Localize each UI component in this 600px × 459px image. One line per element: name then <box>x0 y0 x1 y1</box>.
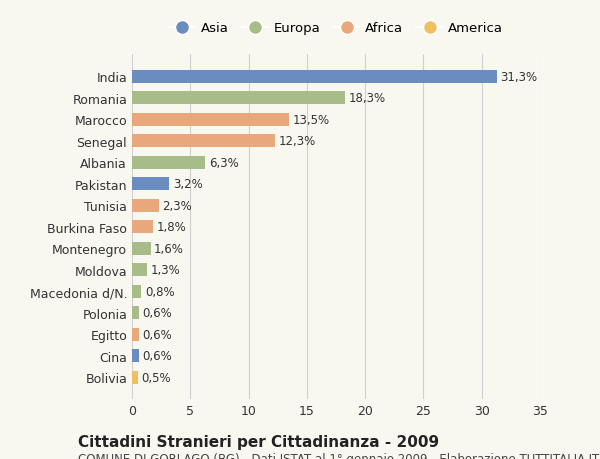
Text: 1,6%: 1,6% <box>154 242 184 255</box>
Text: 0,6%: 0,6% <box>142 328 172 341</box>
Bar <box>132 157 205 169</box>
Text: 13,5%: 13,5% <box>293 113 330 127</box>
Text: 18,3%: 18,3% <box>349 92 386 105</box>
Text: 1,8%: 1,8% <box>157 221 186 234</box>
Bar <box>132 199 159 212</box>
Text: 3,2%: 3,2% <box>173 178 203 191</box>
Text: 31,3%: 31,3% <box>500 71 538 84</box>
Text: 0,8%: 0,8% <box>145 285 175 298</box>
Bar <box>132 135 275 148</box>
Bar <box>132 349 139 362</box>
Bar <box>132 178 169 191</box>
Bar <box>132 221 153 234</box>
Text: COMUNE DI GORLAGO (BG) - Dati ISTAT al 1° gennaio 2009 - Elaborazione TUTTITALIA: COMUNE DI GORLAGO (BG) - Dati ISTAT al 1… <box>78 452 599 459</box>
Bar <box>132 263 147 276</box>
Text: Cittadini Stranieri per Cittadinanza - 2009: Cittadini Stranieri per Cittadinanza - 2… <box>78 434 439 449</box>
Bar <box>132 328 139 341</box>
Text: 6,3%: 6,3% <box>209 157 239 169</box>
Bar <box>132 113 289 127</box>
Text: 2,3%: 2,3% <box>163 199 192 212</box>
Text: 12,3%: 12,3% <box>279 135 316 148</box>
Bar <box>132 92 346 105</box>
Bar <box>132 307 139 319</box>
Text: 1,3%: 1,3% <box>151 263 181 277</box>
Bar <box>132 242 151 255</box>
Bar <box>132 371 138 384</box>
Legend: Asia, Europa, Africa, America: Asia, Europa, Africa, America <box>164 17 508 40</box>
Text: 0,6%: 0,6% <box>142 307 172 319</box>
Text: 0,5%: 0,5% <box>142 371 171 384</box>
Bar <box>132 71 497 84</box>
Text: 0,6%: 0,6% <box>142 349 172 362</box>
Bar <box>132 285 142 298</box>
